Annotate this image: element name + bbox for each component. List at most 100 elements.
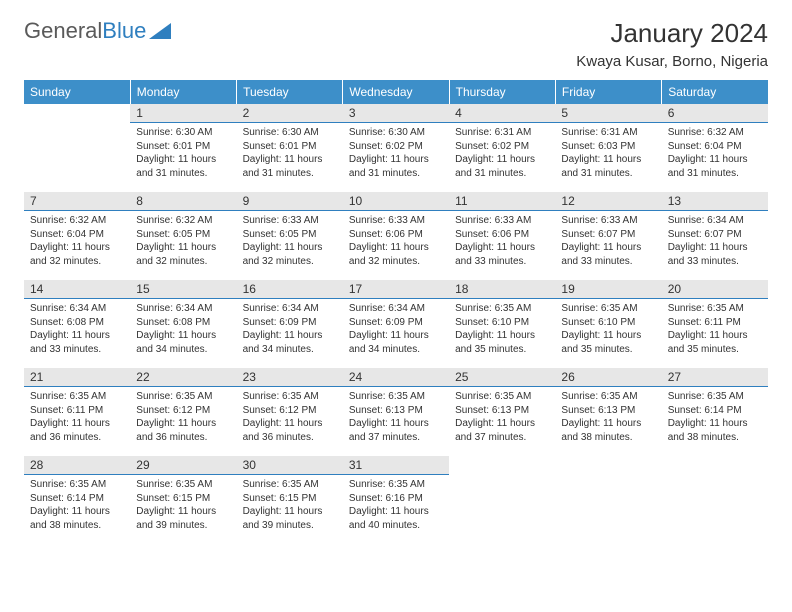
daylight-line: Daylight: 11 hours and 35 minutes. [455, 329, 549, 356]
sunrise-line: Sunrise: 6:34 AM [243, 302, 337, 316]
empty-cell [662, 456, 768, 544]
daylight-line: Daylight: 11 hours and 31 minutes. [455, 153, 549, 180]
day-content: Sunrise: 6:32 AMSunset: 6:04 PMDaylight:… [662, 123, 768, 184]
sunrise-line: Sunrise: 6:34 AM [30, 302, 124, 316]
day-content: Sunrise: 6:34 AMSunset: 6:08 PMDaylight:… [130, 299, 236, 360]
day-number: 28 [24, 456, 130, 475]
sunrise-line: Sunrise: 6:33 AM [243, 214, 337, 228]
daylight-line: Daylight: 11 hours and 32 minutes. [30, 241, 124, 268]
daylight-line: Daylight: 11 hours and 37 minutes. [349, 417, 443, 444]
day-content: Sunrise: 6:33 AMSunset: 6:06 PMDaylight:… [449, 211, 555, 272]
daylight-line: Daylight: 11 hours and 38 minutes. [30, 505, 124, 532]
day-cell: 1Sunrise: 6:30 AMSunset: 6:01 PMDaylight… [130, 104, 236, 192]
day-content: Sunrise: 6:35 AMSunset: 6:16 PMDaylight:… [343, 475, 449, 536]
sunset-line: Sunset: 6:04 PM [30, 228, 124, 242]
daylight-line: Daylight: 11 hours and 33 minutes. [455, 241, 549, 268]
day-cell: 27Sunrise: 6:35 AMSunset: 6:14 PMDayligh… [662, 368, 768, 456]
weekday-header: Tuesday [237, 80, 343, 104]
sunset-line: Sunset: 6:09 PM [243, 316, 337, 330]
day-cell: 3Sunrise: 6:30 AMSunset: 6:02 PMDaylight… [343, 104, 449, 192]
day-number: 27 [662, 368, 768, 387]
empty-cell [555, 456, 661, 544]
day-cell: 4Sunrise: 6:31 AMSunset: 6:02 PMDaylight… [449, 104, 555, 192]
sunrise-line: Sunrise: 6:35 AM [561, 390, 655, 404]
sunset-line: Sunset: 6:14 PM [30, 492, 124, 506]
daylight-line: Daylight: 11 hours and 36 minutes. [136, 417, 230, 444]
sunset-line: Sunset: 6:04 PM [668, 140, 762, 154]
sunset-line: Sunset: 6:01 PM [243, 140, 337, 154]
daylight-line: Daylight: 11 hours and 31 minutes. [136, 153, 230, 180]
day-content: Sunrise: 6:35 AMSunset: 6:13 PMDaylight:… [555, 387, 661, 448]
daylight-line: Daylight: 11 hours and 31 minutes. [243, 153, 337, 180]
sunrise-line: Sunrise: 6:33 AM [561, 214, 655, 228]
header: GeneralBlue January 2024 Kwaya Kusar, Bo… [24, 18, 768, 70]
sunrise-line: Sunrise: 6:35 AM [30, 478, 124, 492]
day-cell: 9Sunrise: 6:33 AMSunset: 6:05 PMDaylight… [237, 192, 343, 280]
day-cell: 24Sunrise: 6:35 AMSunset: 6:13 PMDayligh… [343, 368, 449, 456]
day-cell: 28 Sunrise: 6:35 AMSunset: 6:14 PMDayligh… [24, 456, 130, 544]
day-number: 24 [343, 368, 449, 387]
sunset-line: Sunset: 6:15 PM [243, 492, 337, 506]
day-content: Sunrise: 6:35 AMSunset: 6:11 PMDaylight:… [662, 299, 768, 360]
day-content: Sunrise: 6:32 AMSunset: 6:04 PMDaylight:… [24, 211, 130, 272]
day-content: Sunrise: 6:35 AMSunset: 6:15 PMDaylight:… [237, 475, 343, 536]
day-content: Sunrise: 6:35 AMSunset: 6:10 PMDaylight:… [449, 299, 555, 360]
sunrise-line: Sunrise: 6:35 AM [136, 390, 230, 404]
day-cell: 7Sunrise: 6:32 AMSunset: 6:04 PMDaylight… [24, 192, 130, 280]
sunrise-line: Sunrise: 6:35 AM [455, 390, 549, 404]
sunrise-line: Sunrise: 6:32 AM [30, 214, 124, 228]
sunrise-line: Sunrise: 6:34 AM [668, 214, 762, 228]
day-number: 20 [662, 280, 768, 299]
day-cell: 5Sunrise: 6:31 AMSunset: 6:03 PMDaylight… [555, 104, 661, 192]
day-cell: 15Sunrise: 6:34 AMSunset: 6:08 PMDayligh… [130, 280, 236, 368]
day-cell: 30Sunrise: 6:35 AMSunset: 6:15 PMDayligh… [237, 456, 343, 544]
day-cell: 29Sunrise: 6:35 AMSunset: 6:15 PMDayligh… [130, 456, 236, 544]
sunrise-line: Sunrise: 6:31 AM [455, 126, 549, 140]
day-number: 9 [237, 192, 343, 211]
day-cell: 26Sunrise: 6:35 AMSunset: 6:13 PMDayligh… [555, 368, 661, 456]
sunset-line: Sunset: 6:14 PM [668, 404, 762, 418]
sunrise-line: Sunrise: 6:35 AM [30, 390, 124, 404]
sunset-line: Sunset: 6:15 PM [136, 492, 230, 506]
sunrise-line: Sunrise: 6:33 AM [455, 214, 549, 228]
sunset-line: Sunset: 6:05 PM [136, 228, 230, 242]
day-content: Sunrise: 6:33 AMSunset: 6:07 PMDaylight:… [555, 211, 661, 272]
sunset-line: Sunset: 6:11 PM [668, 316, 762, 330]
day-number: 30 [237, 456, 343, 475]
sunset-line: Sunset: 6:07 PM [668, 228, 762, 242]
sunset-line: Sunset: 6:07 PM [561, 228, 655, 242]
day-content: Sunrise: 6:34 AMSunset: 6:09 PMDaylight:… [237, 299, 343, 360]
sunrise-line: Sunrise: 6:35 AM [455, 302, 549, 316]
day-number: 3 [343, 104, 449, 123]
day-number: 18 [449, 280, 555, 299]
sunset-line: Sunset: 6:05 PM [243, 228, 337, 242]
sunrise-line: Sunrise: 6:35 AM [243, 390, 337, 404]
day-cell: 20Sunrise: 6:35 AMSunset: 6:11 PMDayligh… [662, 280, 768, 368]
calendar-table: SundayMondayTuesdayWednesdayThursdayFrid… [24, 80, 768, 544]
day-content: Sunrise: 6:35 AMSunset: 6:15 PMDaylight:… [130, 475, 236, 536]
day-cell: 2Sunrise: 6:30 AMSunset: 6:01 PMDaylight… [237, 104, 343, 192]
day-content: Sunrise: 6:35 AMSunset: 6:11 PMDaylight:… [24, 387, 130, 448]
day-cell: 19Sunrise: 6:35 AMSunset: 6:10 PMDayligh… [555, 280, 661, 368]
day-cell: 6Sunrise: 6:32 AMSunset: 6:04 PMDaylight… [662, 104, 768, 192]
daylight-line: Daylight: 11 hours and 33 minutes. [668, 241, 762, 268]
weekday-header: Monday [130, 80, 236, 104]
day-number: 12 [555, 192, 661, 211]
day-number: 23 [237, 368, 343, 387]
daylight-line: Daylight: 11 hours and 33 minutes. [30, 329, 124, 356]
day-cell: 21Sunrise: 6:35 AMSunset: 6:11 PMDayligh… [24, 368, 130, 456]
day-number: 4 [449, 104, 555, 123]
daylight-line: Daylight: 11 hours and 39 minutes. [243, 505, 337, 532]
daylight-line: Daylight: 11 hours and 36 minutes. [243, 417, 337, 444]
weekday-header: Sunday [24, 80, 130, 104]
day-content: Sunrise: 6:34 AMSunset: 6:07 PMDaylight:… [662, 211, 768, 272]
daylight-line: Daylight: 11 hours and 34 minutes. [243, 329, 337, 356]
sunrise-line: Sunrise: 6:35 AM [668, 302, 762, 316]
daylight-line: Daylight: 11 hours and 39 minutes. [136, 505, 230, 532]
sunset-line: Sunset: 6:11 PM [30, 404, 124, 418]
day-content: Sunrise: 6:31 AMSunset: 6:02 PMDaylight:… [449, 123, 555, 184]
day-number: 7 [24, 192, 130, 211]
day-content: Sunrise: 6:30 AMSunset: 6:01 PMDaylight:… [130, 123, 236, 184]
day-number: 17 [343, 280, 449, 299]
day-cell: 17Sunrise: 6:34 AMSunset: 6:09 PMDayligh… [343, 280, 449, 368]
